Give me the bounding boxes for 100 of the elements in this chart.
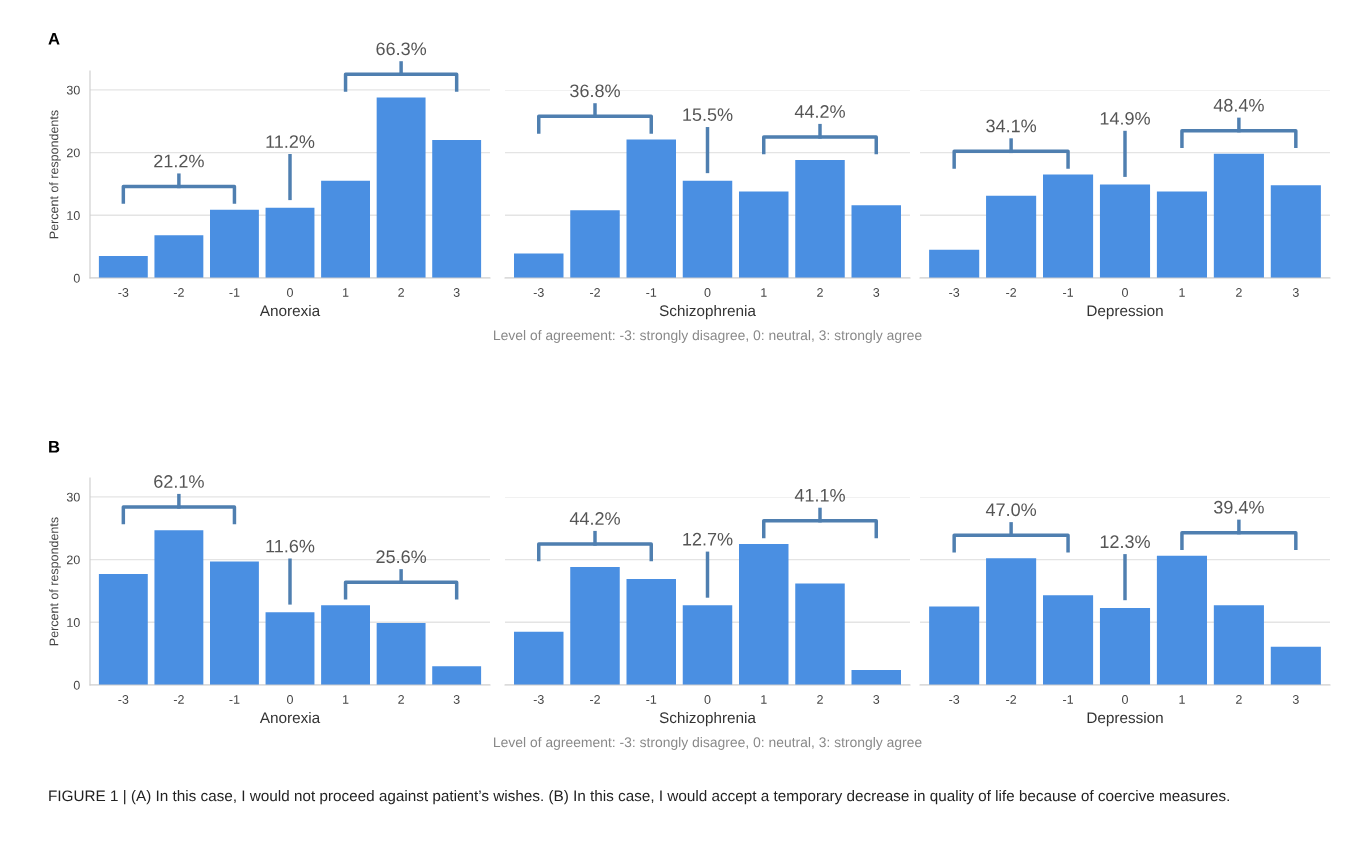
chart-title: A: [48, 33, 60, 45]
x-tick-label: -2: [1006, 695, 1017, 704]
x-tick-label: -2: [590, 288, 600, 297]
x-axis-title: Schizophrenia: [659, 711, 756, 727]
annotation: 21.2%: [154, 154, 204, 168]
x-axis-title: Schizophrenia: [659, 304, 756, 320]
bar: [514, 253, 564, 278]
x-tick-label: 2: [817, 288, 823, 297]
bar: [570, 210, 620, 278]
bar: [570, 567, 620, 685]
bar: [321, 180, 370, 278]
text: 66.3%: [376, 42, 427, 56]
bar: [376, 622, 426, 685]
x-tick-label: 2: [1236, 695, 1242, 704]
bar: [986, 558, 1037, 685]
y-tick-label: 10: [67, 211, 80, 220]
x-axis-title: Depression: [1087, 711, 1163, 727]
y-tick-label: 20: [67, 555, 80, 565]
x-tick-label: 2: [398, 288, 404, 297]
x-tick-label: -2: [590, 695, 600, 704]
bar: [432, 140, 482, 278]
x-tick-label: 1: [761, 288, 767, 297]
bar: [1156, 191, 1207, 278]
x-tick-label: 2: [1236, 288, 1242, 297]
bar: [682, 180, 733, 278]
x-tick-label: -1: [229, 288, 240, 297]
x-tick-label: 0: [704, 695, 711, 704]
bar: [514, 631, 564, 685]
annotation: 44.2%: [794, 105, 845, 118]
annotation: 12.7%: [683, 532, 733, 546]
annotation: 11.6%: [266, 539, 315, 553]
bar: [210, 561, 259, 685]
x-tick-label: 1: [343, 288, 349, 297]
annotation: 11.2%: [266, 135, 315, 148]
bar: [210, 209, 259, 278]
x-tick-label: -3: [949, 695, 960, 704]
x-tick-label: 0: [287, 288, 293, 297]
bar: [1270, 185, 1321, 278]
bar: [739, 543, 789, 685]
y-axis-title: Percent of respondents: [49, 110, 61, 239]
annotation: 62.1%: [154, 475, 204, 488]
bar: [98, 574, 148, 685]
bar: [265, 612, 315, 685]
bar: [1213, 605, 1264, 685]
y-axis-title: Percent of respondents: [49, 517, 61, 646]
annotation: 41.1%: [794, 489, 845, 502]
x-tick-label: 0: [1122, 695, 1128, 704]
bar: [265, 207, 315, 278]
bar: [376, 97, 426, 278]
bar: [321, 605, 370, 685]
x-tick-label: -1: [646, 288, 657, 297]
bar: [986, 195, 1037, 278]
x-tick-label: 3: [1292, 288, 1299, 297]
bar: [1043, 595, 1094, 685]
x-tick-label: -2: [173, 288, 184, 297]
x-tick-label: 0: [287, 695, 293, 704]
bar: [626, 579, 676, 685]
x-tick-label: 1: [343, 695, 349, 704]
x-axis-title: Anorexia: [259, 711, 321, 724]
bar: [739, 191, 789, 278]
bar: [154, 235, 204, 278]
x-tick-label: 2: [398, 695, 404, 704]
bar: [626, 139, 676, 278]
bar: [1270, 646, 1321, 685]
annotation: 12.3%: [1100, 535, 1150, 549]
x-tick-label: -2: [1006, 288, 1017, 297]
x-tick-label: 3: [453, 695, 460, 704]
bar: [98, 256, 148, 278]
bar: [1099, 607, 1151, 685]
text: Level of agreement: -3: strongly disagree, 0: neutral, 3: strongly agree: [494, 330, 922, 343]
bar: [929, 606, 980, 685]
annotation: 14.9%: [1100, 112, 1150, 125]
bar: [795, 583, 845, 685]
bar: [851, 669, 901, 685]
x-tick-label: 2: [817, 695, 823, 704]
bar: [851, 205, 901, 278]
x-tick-label: 0: [704, 288, 711, 297]
annotation: 25.6%: [376, 550, 427, 564]
bar: [929, 249, 980, 278]
y-tick-label: 30: [66, 492, 80, 502]
annotation: 34.1%: [986, 119, 1037, 133]
bar: [795, 160, 845, 278]
x-tick-label: 0: [1122, 288, 1128, 297]
bar: [1156, 555, 1207, 685]
y-tick-label: 0: [73, 680, 80, 690]
annotation: 47.0%: [985, 503, 1037, 517]
x-tick-label: -1: [229, 695, 240, 704]
y-tick-label: 0: [73, 273, 80, 283]
x-tick-label: -3: [533, 288, 544, 297]
x-tick-label: -3: [118, 695, 129, 704]
x-tick-label: 1: [1179, 288, 1185, 297]
x-tick-label: 1: [1179, 695, 1185, 704]
y-tick-label: 30: [66, 85, 80, 95]
bar: [154, 530, 204, 685]
x-tick-label: 3: [1292, 695, 1299, 704]
x-tick-label: -3: [949, 288, 960, 297]
x-tick-label: -3: [533, 695, 544, 704]
x-axis-title: Depression: [1087, 304, 1163, 320]
bar: [432, 666, 482, 685]
annotation: 39.4%: [1213, 500, 1264, 514]
